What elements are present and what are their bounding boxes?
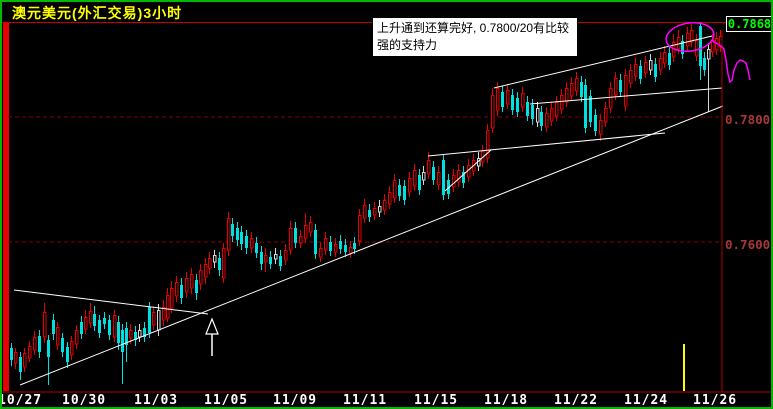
price-gridline-label: 0.7600 — [725, 237, 771, 252]
pennant-lower — [444, 149, 492, 192]
forecast-path-annotation — [710, 39, 751, 83]
x-axis-label: 11/26 — [693, 393, 738, 408]
trendlines-layer — [13, 35, 724, 386]
x-axis-label: 11/05 — [204, 393, 249, 408]
x-axis-label: 11/09 — [273, 393, 318, 408]
x-axis-label: 11/03 — [134, 393, 179, 408]
current-price-value: 0.7868 — [727, 17, 772, 31]
chart-title: 澳元美元(外汇交易)3小时 — [12, 5, 183, 21]
pennant-upper-extended — [427, 132, 666, 157]
channel-upper-right — [493, 35, 713, 89]
analysis-note-box[interactable]: 上升通到还算完好, 0.7800/20有比较强的支持力 — [372, 17, 578, 57]
left-wedge-upper — [13, 289, 209, 315]
highlight-ellipse-annotation — [665, 21, 715, 53]
price-gridlines — [8, 116, 722, 243]
analysis-note-text: 上升通到还算完好, 0.7800/20有比较强的支持力 — [377, 21, 570, 52]
breakout-arrow-annotation — [205, 317, 219, 356]
x-axis-label: 11/11 — [343, 393, 388, 408]
x-axis-label: 11/22 — [554, 393, 599, 408]
x-axis-label: 10/27 — [0, 393, 43, 408]
inner-support-right — [529, 87, 723, 105]
candles-layer — [10, 22, 723, 385]
x-axis-label: 11/15 — [414, 393, 459, 408]
x-axis-label: 11/24 — [624, 393, 669, 408]
left-edge-marker — [3, 23, 9, 391]
x-axis-label: 11/18 — [484, 393, 529, 408]
main-support-trendline — [19, 105, 724, 386]
x-axis-label: 10/30 — [62, 393, 107, 408]
price-gridline-label: 0.7800 — [725, 112, 771, 127]
current-price-badge: 0.7868 — [726, 16, 772, 32]
